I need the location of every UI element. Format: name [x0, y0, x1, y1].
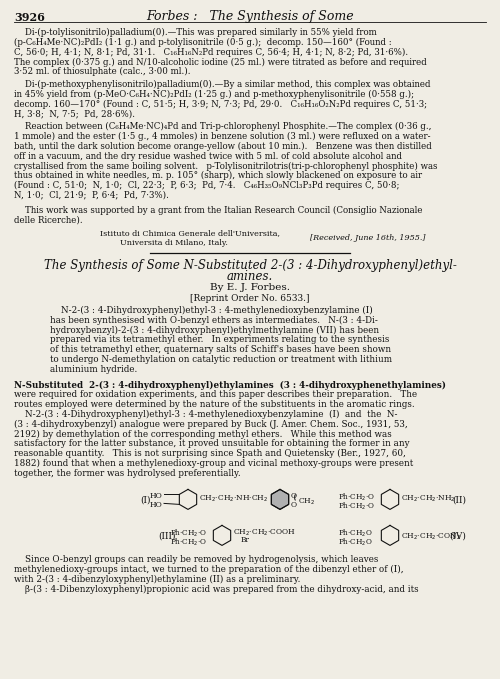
Text: (IV): (IV) — [449, 532, 466, 540]
Text: H, 3·8;  N, 7·5;  Pd, 28·6%).: H, 3·8; N, 7·5; Pd, 28·6%). — [14, 109, 135, 118]
Text: Since O-benzyl groups can readily be removed by hydrogenolysis, which leaves: Since O-benzyl groups can readily be rem… — [14, 555, 378, 564]
Text: N-Substituted  2-(3 : 4-dihydroxyphenyl)ethylamines  (3 : 4-dihydroxyphenethylam: N-Substituted 2-(3 : 4-dihydroxyphenyl)e… — [14, 380, 446, 390]
Text: methylenedioxy-groups intact, we turned to the preparation of the dibenzyl ether: methylenedioxy-groups intact, we turned … — [14, 565, 404, 574]
Text: The complex (0·375 g.) and N/10-alcoholic iodine (25 ml.) were titrated as befor: The complex (0·375 g.) and N/10-alcoholi… — [14, 58, 427, 67]
Text: bath, until the dark solution become orange-yellow (about 10 min.).   Benzene wa: bath, until the dark solution become ora… — [14, 142, 432, 151]
Text: hydroxybenzyl)-2-(3 : 4-dihydroxyphenyl)ethylmethylamine (VII) has been: hydroxybenzyl)-2-(3 : 4-dihydroxyphenyl)… — [50, 325, 379, 335]
Text: Ph·CH$_2$·O: Ph·CH$_2$·O — [170, 536, 207, 547]
Text: Ph·CH$_2$·O: Ph·CH$_2$·O — [170, 528, 207, 538]
Text: amines.: amines. — [227, 270, 273, 282]
Text: Ph·CH$_2$·O: Ph·CH$_2$·O — [338, 492, 375, 502]
Text: (I): (I) — [140, 496, 150, 504]
Text: (II): (II) — [452, 496, 466, 504]
Text: O: O — [291, 492, 297, 500]
Text: N-2-(3 : 4-Dihydroxyphenyl)ethyl-3 : 4-methylenedioxybenzylamine  (I)  and  the : N-2-(3 : 4-Dihydroxyphenyl)ethyl-3 : 4-m… — [14, 410, 398, 419]
Text: Universita di Milano, Italy.: Universita di Milano, Italy. — [120, 239, 228, 247]
Text: prepared via its tetramethyl ether.   In experiments relating to the synthesis: prepared via its tetramethyl ether. In e… — [50, 335, 390, 344]
Text: together, the former was hydrolysed preferentially.: together, the former was hydrolysed pref… — [14, 469, 240, 477]
Text: HO: HO — [150, 501, 163, 509]
Text: thus obtained in white needles, m. p. 105° (sharp), which slowly blackened on ex: thus obtained in white needles, m. p. 10… — [14, 171, 422, 181]
Text: Di-(p-methoxyphenylisonitrilo)palladium(0).—By a similar method, this complex wa: Di-(p-methoxyphenylisonitrilo)palladium(… — [14, 80, 430, 89]
Text: satisfactory for the latter substance, it proved unsuitable for obtaining the fo: satisfactory for the latter substance, i… — [14, 439, 409, 448]
Text: (III): (III) — [158, 532, 176, 540]
Text: crystallised from the same boiling solvent.   p-Tolylisonitrilotris(tri-p-chloro: crystallised from the same boiling solve… — [14, 162, 438, 170]
Text: to undergo N-demethylation on catalytic reduction or treatment with lithium: to undergo N-demethylation on catalytic … — [50, 355, 392, 364]
Text: N-2-(3 : 4-Dihydroxyphenyl)ethyl-3 : 4-methylenedioxybenzylamine (I): N-2-(3 : 4-Dihydroxyphenyl)ethyl-3 : 4-m… — [50, 306, 373, 315]
Text: routes employed were determined by the nature of the substituents in the aromati: routes employed were determined by the n… — [14, 400, 414, 409]
Text: aluminium hydride.: aluminium hydride. — [50, 365, 137, 373]
Text: off in a vacuum, and the dry residue washed twice with 5 ml. of cold absolute al: off in a vacuum, and the dry residue was… — [14, 151, 402, 161]
Text: By E. J. Forbes.: By E. J. Forbes. — [210, 282, 290, 292]
Text: 3·52 ml. of thiosulphate (calc., 3·00 ml.).: 3·52 ml. of thiosulphate (calc., 3·00 ml… — [14, 67, 190, 76]
Text: CH$_2$·CH$_2$·NH·CH$_2$: CH$_2$·CH$_2$·NH·CH$_2$ — [199, 494, 268, 504]
Text: Br: Br — [241, 536, 250, 545]
Text: This work was supported by a grant from the Italian Research Council (Consiglio : This work was supported by a grant from … — [14, 206, 422, 215]
Text: Reaction between (C₆H₄Me·NC)₄Pd and Tri-p-chlorophenyl Phosphite.—The complex (0: Reaction between (C₆H₄Me·NC)₄Pd and Tri-… — [14, 122, 432, 131]
Text: reasonable quantity.   This is not surprising since Spath and Quietensky (Ber., : reasonable quantity. This is not surpris… — [14, 449, 406, 458]
Text: CH$_2$: CH$_2$ — [298, 496, 315, 507]
Text: Ph·CH$_2$O: Ph·CH$_2$O — [338, 528, 372, 538]
Text: of this tetramethyl ether, quaternary salts of Schiff's bases have been shown: of this tetramethyl ether, quaternary sa… — [50, 345, 391, 354]
Text: O: O — [291, 501, 297, 509]
Text: N, 1·0;  Cl, 21·9;  P, 6·4;  Pd, 7·3%).: N, 1·0; Cl, 21·9; P, 6·4; Pd, 7·3%). — [14, 191, 169, 200]
Text: Istituto di Chimica Generale dell'Universita,: Istituto di Chimica Generale dell'Univer… — [100, 230, 280, 237]
Text: 1882) found that when a methylenedioxy-group and vicinal methoxy-groups were pre: 1882) found that when a methylenedioxy-g… — [14, 459, 413, 468]
Text: [Reprint Order No. 6533.]: [Reprint Order No. 6533.] — [190, 294, 310, 303]
Text: The Synthesis of Some N-Substituted 2-(3 : 4-Dihydroxyphenyl)ethyl-: The Synthesis of Some N-Substituted 2-(3… — [44, 259, 457, 272]
Text: has been synthesised with O-benzyl ethers as intermediates.   N-(3 : 4-Di-: has been synthesised with O-benzyl ether… — [50, 316, 378, 325]
Text: (p-C₆H₄Me·NC)₂PdI₂ (1·1 g.) and p-tolylisonitrile (0·5 g.);  decomp. 150—160° (F: (p-C₆H₄Me·NC)₂PdI₂ (1·1 g.) and p-tolyli… — [14, 38, 392, 47]
Text: with 2-(3 : 4-dibenzyloxyphenyl)ethylamine (II) as a preliminary.: with 2-(3 : 4-dibenzyloxyphenyl)ethylami… — [14, 575, 300, 584]
Text: CH$_2$·CH$_2$·CON$_2$: CH$_2$·CH$_2$·CON$_2$ — [401, 532, 461, 542]
Text: were required for oxidation experiments, and this paper describes their preparat: were required for oxidation experiments,… — [14, 390, 417, 399]
Text: C, 56·0; H, 4·1; N, 8·1; Pd, 31·1.   C₁₆H₁₆N₂Pd requires C, 56·4; H, 4·1; N, 8·2: C, 56·0; H, 4·1; N, 8·1; Pd, 31·1. C₁₆H₁… — [14, 48, 408, 57]
Text: Di-(p-tolylisonitrilo)palladium(0).—This was prepared similarly in 55% yield fro: Di-(p-tolylisonitrilo)palladium(0).—This… — [14, 28, 377, 37]
Text: β-(3 : 4-Dibenzyloxyphenyl)propionic acid was prepared from the dihydroxy-acid, : β-(3 : 4-Dibenzyloxyphenyl)propionic aci… — [14, 585, 418, 594]
Polygon shape — [272, 490, 288, 509]
Text: CH$_2$·CH$_2$·NH$_2$: CH$_2$·CH$_2$·NH$_2$ — [401, 494, 456, 504]
Text: decomp. 160—170° (Found : C, 51·5; H, 3·9; N, 7·3; Pd, 29·0.   C₁₆H₁₆O₂N₂Pd requ: decomp. 160—170° (Found : C, 51·5; H, 3·… — [14, 100, 427, 109]
Text: 3926: 3926 — [14, 12, 45, 23]
Text: HO: HO — [150, 492, 163, 500]
Text: CH$_2$·CH$_2$·COOH: CH$_2$·CH$_2$·COOH — [233, 528, 296, 538]
Text: [Received, June 16th, 1955.]: [Received, June 16th, 1955.] — [310, 234, 426, 242]
Text: in 45% yield from (p-MeO·C₆H₄·NC)₂PdI₂ (1·25 g.) and p-methoxyphenylisonitrile (: in 45% yield from (p-MeO·C₆H₄·NC)₂PdI₂ (… — [14, 90, 414, 99]
Text: Ph·CH$_2$O: Ph·CH$_2$O — [338, 536, 372, 547]
Text: 2192) by demethylation of the corresponding methyl ethers.   While this method w: 2192) by demethylation of the correspond… — [14, 429, 392, 439]
Text: Forbes :   The Synthesis of Some: Forbes : The Synthesis of Some — [146, 10, 354, 23]
Text: 1 mmole) and the ester (1·5 g., 4 mmoles) in benzene solution (3 ml.) were reflu: 1 mmole) and the ester (1·5 g., 4 mmoles… — [14, 132, 430, 141]
Text: Ph·CH$_2$·O: Ph·CH$_2$·O — [338, 500, 375, 511]
Text: delle Ricerche).: delle Ricerche). — [14, 215, 82, 224]
Text: (Found : C, 51·0;  N, 1·0;  Cl, 22·3;  P, 6·3;  Pd, 7·4.   C₄₆H₃₅O₉NCl₃P₃Pd requ: (Found : C, 51·0; N, 1·0; Cl, 22·3; P, 6… — [14, 181, 400, 190]
Text: (3 : 4-dihydroxybenzyl) analogue were prepared by Buck (J. Amer. Chem. Soc., 193: (3 : 4-dihydroxybenzyl) analogue were pr… — [14, 420, 408, 428]
